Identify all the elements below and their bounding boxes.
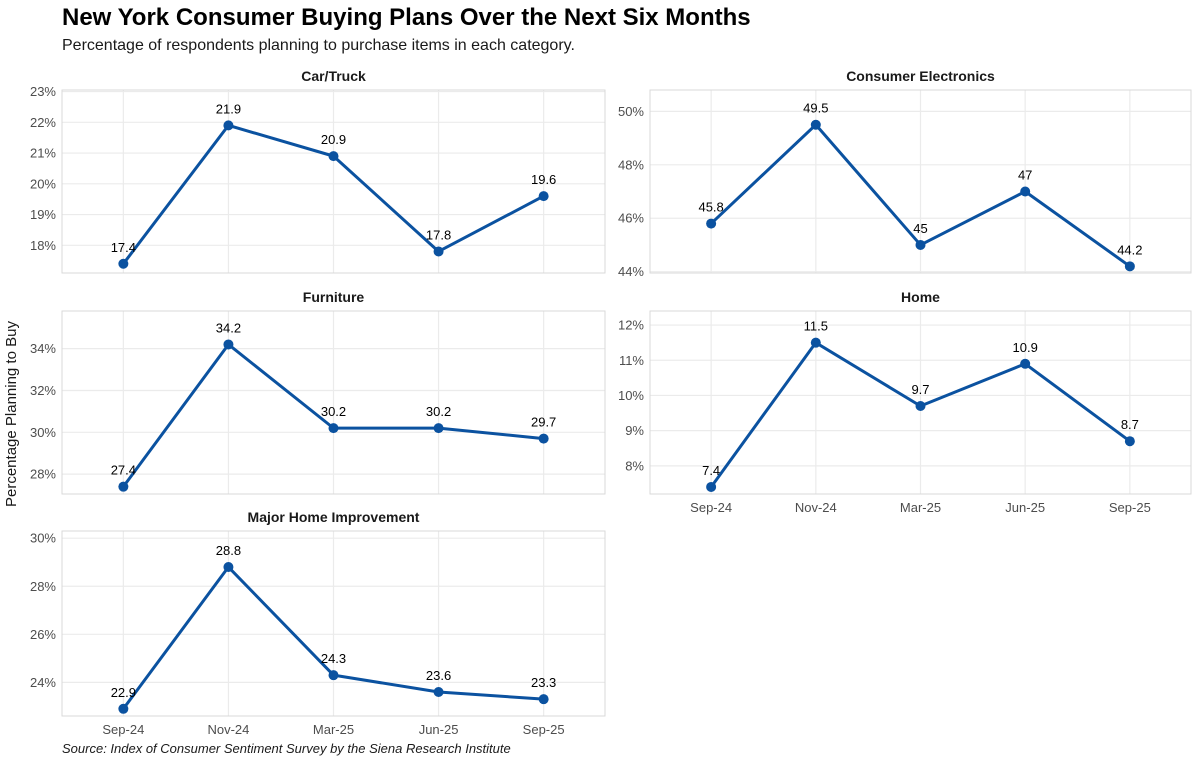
x-tick-label: Mar-25 — [900, 500, 941, 515]
y-tick-label: 11% — [619, 353, 644, 368]
panel-border — [61, 310, 606, 495]
panel-border — [61, 530, 606, 717]
x-tick-label: Mar-25 — [313, 722, 354, 737]
panel-title: Home — [901, 289, 940, 305]
data-point — [1020, 358, 1031, 369]
data-label: 44.2 — [1117, 242, 1142, 257]
data-point — [223, 120, 234, 131]
y-tick-label: 30% — [30, 425, 56, 440]
data-point — [1124, 436, 1135, 447]
data-point — [538, 694, 549, 705]
data-label: 23.3 — [531, 675, 556, 690]
data-point — [118, 258, 129, 269]
data-point — [915, 239, 926, 250]
y-tick-label: 26% — [30, 627, 56, 642]
data-label: 29.7 — [531, 415, 556, 430]
data-point — [223, 339, 234, 350]
y-tick-label: 24% — [30, 675, 56, 690]
y-tick-label: 23% — [30, 84, 56, 99]
data-point — [810, 119, 821, 130]
data-label: 10.9 — [1013, 340, 1038, 355]
data-label: 45.8 — [698, 200, 723, 215]
data-label: 47 — [1018, 168, 1032, 183]
y-tick-label: 28% — [30, 467, 56, 482]
data-point — [538, 191, 549, 202]
data-label: 22.9 — [111, 685, 136, 700]
panel-border — [649, 89, 1192, 274]
x-tick-label: Sep-25 — [1109, 500, 1151, 515]
panel-title: Furniture — [303, 289, 365, 305]
panel-border — [61, 89, 606, 274]
data-label: 20.9 — [321, 132, 346, 147]
data-label: 9.7 — [911, 382, 929, 397]
y-tick-label: 10% — [618, 388, 644, 403]
data-point — [118, 703, 129, 714]
x-tick-label: Jun-25 — [1005, 500, 1045, 515]
data-label: 49.5 — [803, 101, 828, 116]
x-tick-label: Nov-24 — [207, 722, 249, 737]
data-point — [1124, 261, 1135, 272]
chart-subtitle: Percentage of respondents planning to pu… — [62, 37, 575, 54]
data-label: 24.3 — [321, 651, 346, 666]
data-point — [433, 686, 444, 697]
data-point — [433, 423, 444, 434]
y-tick-label: 32% — [30, 383, 56, 398]
x-tick-label: Sep-25 — [523, 722, 565, 737]
data-point — [223, 562, 234, 573]
y-tick-label: 12% — [618, 318, 644, 333]
y-tick-label: 44% — [618, 264, 644, 279]
data-point — [810, 337, 821, 348]
data-point — [915, 401, 926, 412]
data-point — [118, 481, 129, 492]
panel-title: Major Home Improvement — [248, 509, 420, 525]
data-label: 45 — [913, 221, 927, 236]
y-tick-label: 9% — [625, 423, 644, 438]
data-label: 11.5 — [804, 319, 828, 334]
data-label: 28.8 — [216, 543, 241, 558]
data-label: 27.4 — [111, 463, 136, 478]
data-label: 30.2 — [426, 404, 451, 419]
data-point — [328, 423, 339, 434]
data-point — [328, 151, 339, 162]
data-label: 8.7 — [1121, 417, 1139, 432]
panel-title: Car/Truck — [301, 68, 366, 84]
y-tick-label: 46% — [618, 211, 644, 226]
y-tick-label: 19% — [30, 207, 56, 222]
data-point — [328, 670, 339, 681]
data-label: 23.6 — [426, 668, 451, 683]
data-label: 17.4 — [111, 240, 136, 255]
panel-border — [649, 310, 1192, 495]
source-caption: Source: Index of Consumer Sentiment Surv… — [62, 741, 511, 756]
data-label: 19.6 — [531, 172, 556, 187]
y-tick-label: 34% — [30, 341, 56, 356]
data-point — [706, 218, 717, 229]
data-point — [706, 481, 717, 492]
y-tick-label: 30% — [30, 531, 56, 546]
y-tick-label: 20% — [30, 176, 56, 191]
y-tick-label: 18% — [30, 238, 56, 253]
data-label: 30.2 — [321, 404, 346, 419]
data-point — [1020, 186, 1031, 197]
data-label: 7.4 — [702, 463, 720, 478]
y-tick-label: 28% — [30, 579, 56, 594]
data-label: 21.9 — [216, 101, 241, 116]
x-tick-label: Nov-24 — [795, 500, 837, 515]
y-tick-label: 21% — [30, 146, 56, 161]
x-tick-label: Sep-24 — [102, 722, 144, 737]
data-label: 34.2 — [216, 320, 241, 335]
y-tick-label: 8% — [625, 458, 644, 473]
y-tick-label: 48% — [618, 157, 644, 172]
data-point — [538, 433, 549, 444]
data-point — [433, 246, 444, 257]
y-tick-label: 22% — [30, 115, 56, 130]
y-tick-label: 50% — [618, 104, 644, 119]
x-tick-label: Sep-24 — [690, 500, 732, 515]
data-label: 17.8 — [426, 227, 451, 242]
x-tick-label: Jun-25 — [419, 722, 459, 737]
chart-title: New York Consumer Buying Plans Over the … — [62, 4, 751, 31]
panel-title: Consumer Electronics — [846, 68, 995, 84]
